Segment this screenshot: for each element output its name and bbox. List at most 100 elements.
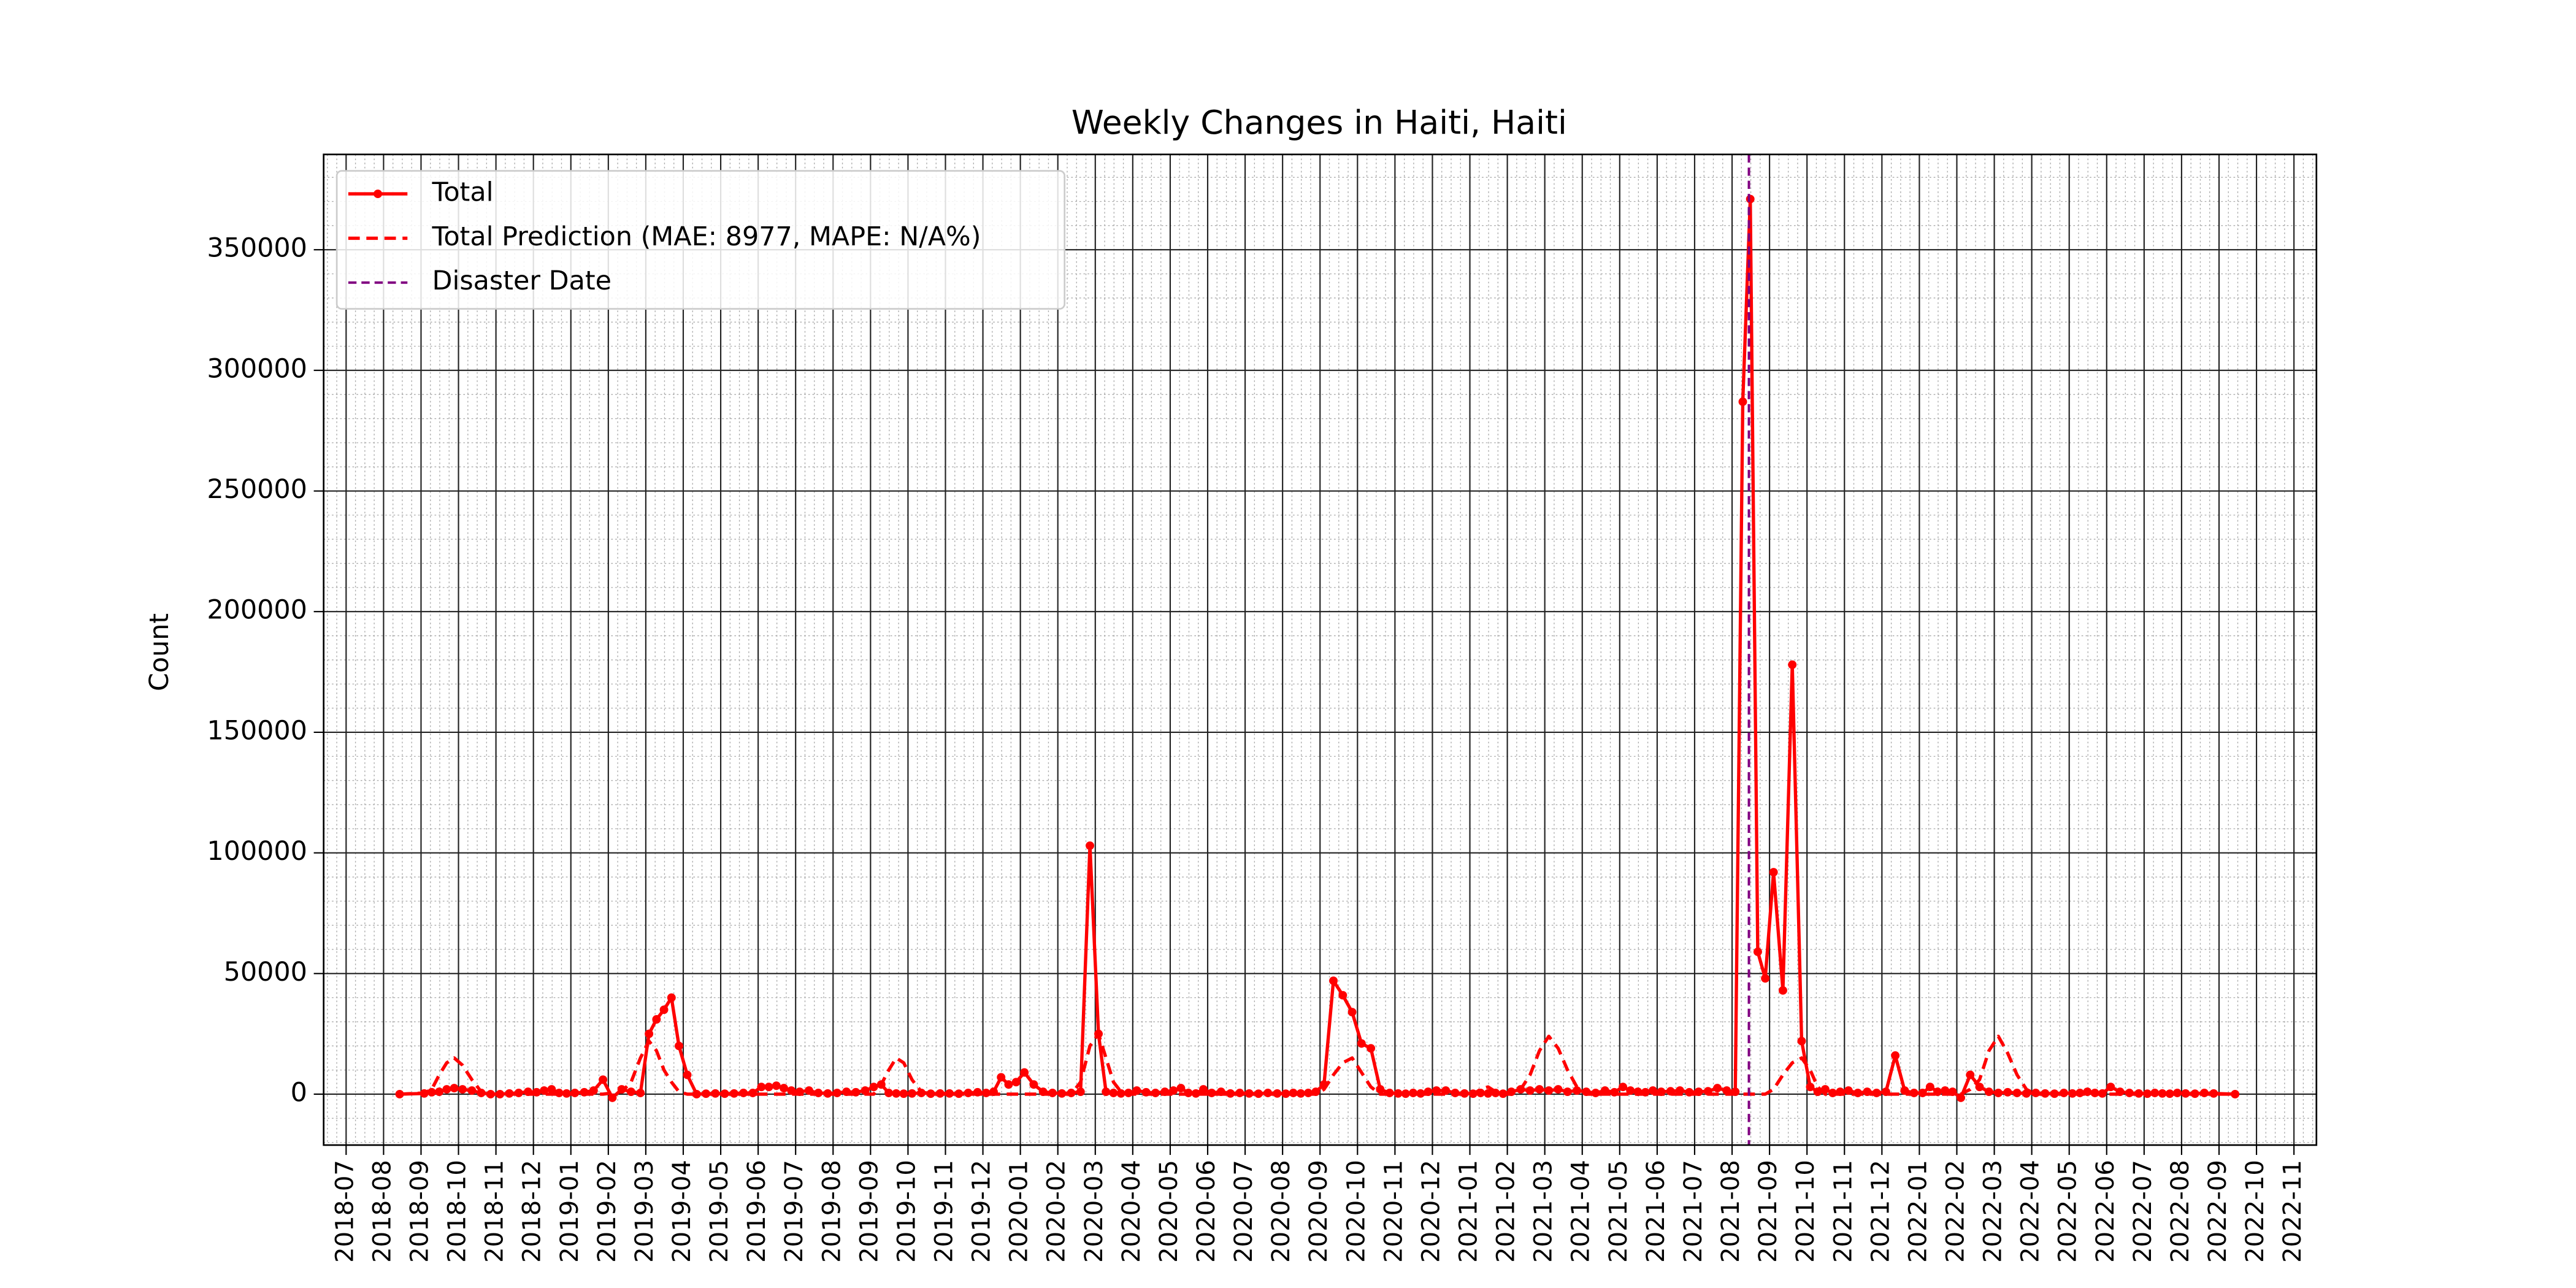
data-point	[1573, 1086, 1581, 1095]
data-point	[435, 1087, 444, 1096]
x-tick-label: 2021-09	[1754, 1160, 1782, 1263]
data-point	[2209, 1089, 2218, 1098]
data-point	[486, 1089, 495, 1098]
data-point	[1409, 1089, 1418, 1097]
data-point	[1554, 1085, 1563, 1094]
x-tick-label: 2019-12	[968, 1160, 996, 1263]
data-point	[869, 1083, 878, 1092]
x-tick-label: 2019-06	[743, 1160, 771, 1263]
data-point	[2050, 1089, 2059, 1098]
legend-box	[335, 170, 1066, 310]
data-point	[1746, 194, 1755, 204]
y-tick-label: 250000	[207, 474, 307, 505]
x-tick-label: 2020-04	[1117, 1160, 1146, 1263]
x-tick-label: 2019-02	[593, 1160, 621, 1263]
data-point	[2083, 1087, 2092, 1096]
data-point	[652, 1015, 661, 1024]
data-point	[442, 1085, 451, 1094]
data-point	[1484, 1089, 1493, 1098]
data-point	[764, 1083, 773, 1092]
data-point	[692, 1089, 701, 1098]
data-point	[757, 1083, 766, 1092]
data-point	[1281, 1089, 1290, 1098]
data-point	[1109, 1089, 1118, 1097]
x-tick-label: 2020-11	[1379, 1160, 1408, 1263]
x-tick-label: 2018-08	[368, 1160, 396, 1263]
y-tick-label: 100000	[207, 836, 307, 867]
data-point	[1753, 947, 1762, 956]
y-tick-label: 0	[291, 1077, 307, 1108]
data-point	[748, 1089, 757, 1097]
axes-frame	[323, 153, 2318, 1146]
data-point	[427, 1087, 436, 1097]
chart-title: Weekly Changes in Haiti, Haiti	[1071, 103, 1567, 142]
x-tick-label: 2019-04	[668, 1160, 696, 1263]
data-point	[599, 1075, 608, 1084]
data-point	[675, 1041, 683, 1051]
data-point	[2106, 1083, 2115, 1092]
data-point	[1116, 1089, 1125, 1098]
x-tick-label: 2021-01	[1455, 1160, 1483, 1263]
data-point	[1347, 1008, 1357, 1017]
data-point	[645, 1029, 654, 1038]
x-tick-label: 2021-11	[1829, 1160, 1857, 1263]
x-tick-label: 2022-06	[2091, 1160, 2120, 1263]
data-point	[1713, 1084, 1722, 1093]
data-point	[1525, 1086, 1535, 1095]
data-point	[1994, 1089, 2003, 1097]
data-point	[1738, 397, 1747, 406]
x-tick-label: 2021-10	[1792, 1160, 1820, 1263]
data-point	[1844, 1086, 1853, 1095]
data-point	[1925, 1083, 1934, 1092]
x-tick-label: 2022-10	[2241, 1160, 2269, 1263]
x-tick-label: 2022-04	[2017, 1160, 2045, 1263]
data-point	[729, 1089, 738, 1098]
data-point	[892, 1089, 901, 1098]
x-tick-label: 2021-04	[1567, 1160, 1595, 1263]
x-tick-label: 2019-03	[631, 1160, 659, 1263]
data-point	[908, 1089, 916, 1098]
legend: Total Total Prediction (MAE: 8977, MAPE: …	[335, 170, 1066, 310]
x-tick-label: 2020-09	[1305, 1160, 1333, 1263]
x-tick-label: 2022-01	[1904, 1160, 1932, 1263]
x-tick-label: 2019-08	[818, 1160, 846, 1263]
data-point	[1176, 1084, 1186, 1093]
x-tick-label: 2020-05	[1155, 1160, 1183, 1263]
x-tick-label: 2022-03	[1979, 1160, 2007, 1263]
data-point	[1226, 1089, 1235, 1098]
data-point	[899, 1089, 908, 1098]
data-point	[1891, 1051, 1900, 1060]
x-tick-label: 2022-09	[2204, 1160, 2232, 1263]
data-point	[2172, 1089, 2182, 1097]
data-point	[1966, 1070, 1975, 1079]
y-tick-label: 150000	[207, 715, 307, 746]
data-point	[1797, 1037, 1806, 1046]
data-point	[608, 1093, 617, 1102]
series-line	[399, 1032, 2236, 1096]
x-tick-label: 2020-10	[1342, 1160, 1370, 1263]
data-point	[1761, 974, 1770, 983]
data-point	[1591, 1089, 1600, 1097]
x-tick-label: 2018-12	[518, 1160, 546, 1263]
data-point	[1778, 986, 1787, 995]
x-tick-label: 2021-05	[1604, 1160, 1633, 1263]
legend-label: Disaster Date	[432, 266, 611, 296]
data-point	[2190, 1089, 2199, 1098]
data-point	[2231, 1089, 2240, 1098]
x-tick-label: 2022-07	[2129, 1160, 2157, 1263]
data-point	[1563, 1087, 1572, 1096]
grid	[323, 154, 2317, 1145]
y-tick-label: 50000	[224, 957, 307, 987]
x-tick-label: 2019-01	[556, 1160, 584, 1263]
data-point	[1338, 991, 1347, 1000]
x-tick-label: 2020-01	[1005, 1160, 1033, 1263]
data-point	[626, 1087, 635, 1096]
data-point	[997, 1073, 1006, 1082]
legend-label: Total	[431, 177, 493, 208]
x-tick-label: 2020-12	[1417, 1160, 1445, 1263]
legend-label: Total Prediction (MAE: 8977, MAPE: N/A%)	[431, 221, 981, 252]
data-point	[1357, 1039, 1366, 1048]
x-tick-label: 2019-11	[930, 1160, 958, 1263]
data-point	[547, 1085, 556, 1094]
